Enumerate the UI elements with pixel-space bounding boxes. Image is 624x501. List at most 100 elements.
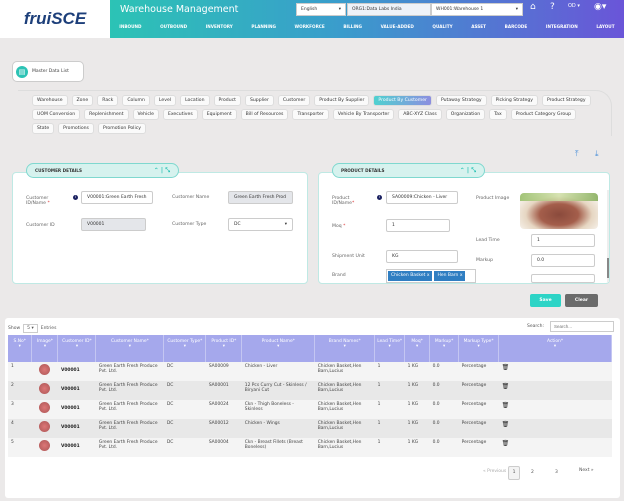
- brand-label: Brand: [332, 273, 346, 278]
- tag-rack[interactable]: Rack: [97, 95, 119, 106]
- markup-input[interactable]: 0.0: [531, 254, 595, 267]
- brand-chip[interactable]: Chicken Basket x: [388, 271, 433, 281]
- delete-icon[interactable]: 🗑: [501, 402, 510, 409]
- nav-asset[interactable]: ASSET: [471, 24, 487, 29]
- tag-level[interactable]: Level: [153, 95, 177, 106]
- search-input[interactable]: [550, 321, 614, 332]
- nav-outbound[interactable]: OUTBOUND: [160, 24, 188, 29]
- tag-uom-conversion[interactable]: UOM Conversion: [32, 109, 81, 120]
- tag-picking-strategy[interactable]: Picking Strategy: [490, 95, 538, 106]
- customer-id-name-input[interactable]: V00001:Green Earth Fresh: [81, 191, 153, 204]
- clear-button[interactable]: Clear: [565, 294, 598, 307]
- help-icon[interactable]: ?: [550, 2, 555, 12]
- collapse-icon[interactable]: ⌃ | ⤡: [153, 166, 170, 174]
- tag-tax[interactable]: Tax: [489, 109, 507, 120]
- table-row: 5 V00001 Green Earth Fresh Produce Pvt. Lt…: [8, 438, 612, 457]
- column-header[interactable]: Customer ID* ▾: [57, 335, 97, 362]
- column-header[interactable]: Product ID* ▾: [205, 335, 243, 362]
- nav-value-added[interactable]: VALUE-ADDED: [380, 24, 414, 29]
- tag-zone[interactable]: Zone: [71, 95, 94, 106]
- column-header[interactable]: Customer Name* ▾: [95, 335, 165, 362]
- tag-state[interactable]: State: [32, 123, 55, 134]
- info-icon[interactable]: i: [73, 195, 78, 200]
- tag-vehicle[interactable]: Vehicle: [132, 109, 159, 120]
- tag-product-strategy[interactable]: Product Strategy: [541, 95, 591, 106]
- nav-barcode[interactable]: BARCODE: [504, 24, 528, 29]
- action-cell: 🗑: [498, 400, 612, 419]
- results-table: S.No* ▾ Image* ▾ Customer ID* ▾ Customer Name*…: [8, 335, 612, 457]
- moq-input[interactable]: 1: [386, 219, 450, 232]
- column-header[interactable]: Product Name* ▾: [241, 335, 316, 362]
- delete-icon[interactable]: 🗑: [501, 364, 510, 371]
- entries-select[interactable]: 5 ▾: [23, 324, 38, 333]
- tag-equipment[interactable]: Equipment: [201, 109, 237, 120]
- tag-abc-xyz-class[interactable]: ABC-XYZ Class: [398, 109, 442, 120]
- lead-time-input[interactable]: 1: [531, 234, 595, 247]
- nav-quality[interactable]: QUALITY: [432, 24, 453, 29]
- next-button[interactable]: Next »: [579, 468, 594, 473]
- nav-inventory[interactable]: INVENTORY: [205, 24, 233, 29]
- tag-putaway-strategy[interactable]: Putaway Strategy: [435, 95, 487, 106]
- upload-icon[interactable]: ⤒: [575, 149, 579, 158]
- shipment-unit-input[interactable]: KG: [386, 250, 458, 263]
- nav-planning[interactable]: PLANNING: [251, 24, 276, 29]
- nav-layout[interactable]: LAYOUT: [596, 24, 615, 29]
- delete-icon[interactable]: 🗑: [501, 440, 510, 447]
- delete-icon[interactable]: 🗑: [501, 383, 510, 390]
- warehouse-select[interactable]: WH001:Warehouse 1 ▾: [431, 3, 523, 16]
- tag-bill-of-resources[interactable]: Bill of Resources: [240, 109, 289, 120]
- nav-billing[interactable]: BILLING: [343, 24, 362, 29]
- tag-executives[interactable]: Executives: [162, 109, 198, 120]
- product-id-name-input[interactable]: SA00009:Chicken - Liver: [386, 191, 458, 204]
- column-header[interactable]: Lead Time* ▾: [374, 335, 406, 362]
- search-label: Search:: [527, 324, 544, 329]
- tag-vehicle-by-transporter[interactable]: Vehicle By Transporter: [332, 109, 395, 120]
- tag-replenishment[interactable]: Replenishment: [84, 109, 129, 120]
- page-2-button[interactable]: 2: [531, 470, 534, 475]
- column-header[interactable]: Action* ▾: [498, 335, 612, 362]
- tag-product-by-supplier[interactable]: Product By Supplier: [314, 95, 370, 106]
- tag-product[interactable]: Product: [213, 95, 241, 106]
- tag-warehouse[interactable]: Warehouse: [32, 95, 68, 106]
- tag-product-category-group[interactable]: Product Category Group: [510, 109, 577, 120]
- tag-customer[interactable]: Customer: [277, 95, 311, 106]
- tag-organization[interactable]: Organization: [445, 109, 486, 120]
- column-header[interactable]: Image* ▾: [31, 335, 59, 362]
- tag-location[interactable]: Location: [180, 95, 210, 106]
- download-icon[interactable]: ⤓: [595, 149, 599, 158]
- page-1-button[interactable]: 1: [508, 466, 520, 480]
- cell-customer-id: V00001: [57, 362, 96, 381]
- tag-promotion-policy[interactable]: Promotion Policy: [97, 123, 146, 134]
- markup-type-input[interactable]: [531, 274, 595, 283]
- tag-transporter[interactable]: Transporter: [292, 109, 329, 120]
- home-icon[interactable]: ⌂: [530, 2, 536, 12]
- info-icon[interactable]: i: [377, 195, 382, 200]
- tag-column[interactable]: Column: [122, 95, 150, 106]
- account-icon[interactable]: ◉▾: [594, 2, 607, 12]
- customer-type-select[interactable]: DC ▾: [228, 218, 293, 231]
- page-3-button[interactable]: 3: [555, 470, 558, 475]
- tag-supplier[interactable]: Supplier: [244, 95, 274, 106]
- language-select[interactable]: English ▾: [296, 3, 346, 16]
- delete-icon[interactable]: 🗑: [501, 421, 510, 428]
- nav-inbound[interactable]: INBOUND: [119, 24, 142, 29]
- master-data-list-button[interactable]: ▤ Master Data List: [12, 61, 84, 82]
- panel-scrollbar[interactable]: [607, 190, 609, 282]
- column-header[interactable]: Markup* ▾: [429, 335, 460, 362]
- tag-promotions[interactable]: Promotions: [58, 123, 94, 134]
- org-field[interactable]: ORG1:Data Labs India: [347, 3, 431, 16]
- column-header[interactable]: Brand Names* ▾: [314, 335, 376, 362]
- column-header[interactable]: Moq* ▾: [404, 335, 431, 362]
- column-header[interactable]: Markup Type* ▾: [458, 335, 500, 362]
- previous-button[interactable]: « Previous: [483, 469, 507, 474]
- user-menu[interactable]: OD ▾: [568, 3, 580, 9]
- tag-product-by-customer[interactable]: Product By Customer: [373, 95, 432, 106]
- nav-workforce[interactable]: WORKFORCE: [294, 24, 325, 29]
- save-button[interactable]: Save: [530, 294, 561, 307]
- nav-integration[interactable]: INTEGRATION: [545, 24, 578, 29]
- brand-chip[interactable]: Hen Barn x: [434, 271, 466, 281]
- collapse-icon[interactable]: ⌃ | ⤡: [459, 166, 476, 174]
- brand-multiselect[interactable]: Chicken Basket x Hen Barn x: [386, 269, 476, 283]
- column-header[interactable]: S.No* ▾: [8, 335, 33, 362]
- column-header[interactable]: Customer Type* ▾: [163, 335, 207, 362]
